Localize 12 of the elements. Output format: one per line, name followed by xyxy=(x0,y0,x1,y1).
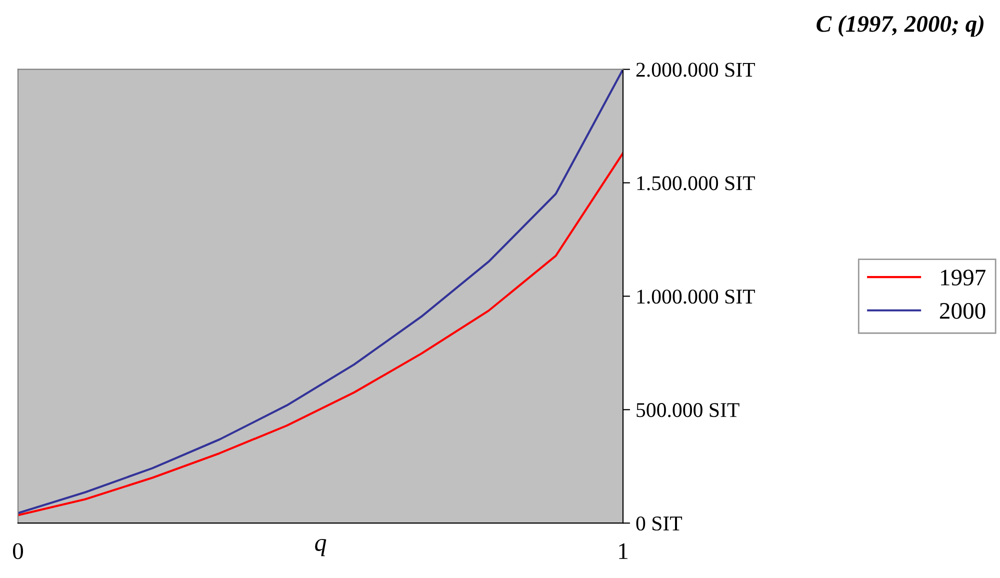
text: C (1997, 2000; q) xyxy=(816,15,984,37)
y-tick-label: 2.000.000 SIT xyxy=(636,62,755,77)
y-tick-label: 1.000.000 SIT xyxy=(637,290,755,304)
y-tick-label: 1.500.000 SIT xyxy=(637,176,755,190)
x-tick-label: 0 xyxy=(12,543,24,560)
legend-label: 1997 xyxy=(941,270,986,286)
line-series xyxy=(18,152,623,516)
y-tick-label: 0 SIT xyxy=(636,516,682,531)
x-tick-label: 1 xyxy=(619,543,628,559)
y-tick-label: 500.000 SIT xyxy=(636,403,740,418)
x-axis-title: q xyxy=(315,538,326,556)
legend-label: 2000 xyxy=(940,302,986,319)
